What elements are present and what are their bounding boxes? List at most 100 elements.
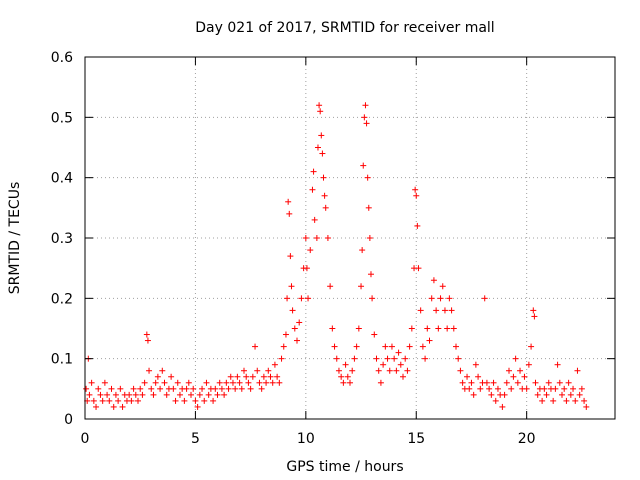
data-point <box>342 361 349 368</box>
data-point <box>384 355 391 362</box>
data-point <box>329 325 336 332</box>
data-point <box>236 379 243 386</box>
x-tick-label: 15 <box>407 431 425 447</box>
data-point <box>426 337 433 344</box>
data-point <box>570 385 577 392</box>
data-point <box>163 391 170 398</box>
data-point <box>285 198 292 205</box>
data-point <box>543 391 550 398</box>
data-point <box>506 367 512 374</box>
data-point <box>428 295 435 302</box>
data-point <box>252 343 259 350</box>
data-point <box>321 192 328 199</box>
data-point <box>373 355 380 362</box>
data-point <box>324 235 331 241</box>
data-point <box>280 343 287 350</box>
data-point <box>176 391 183 398</box>
data-point <box>349 367 356 374</box>
data-point <box>256 379 263 386</box>
data-point <box>581 397 588 404</box>
data-point <box>554 361 561 368</box>
data-point <box>317 108 324 115</box>
data-point <box>126 391 133 398</box>
data-point <box>437 295 444 302</box>
data-point <box>415 265 422 272</box>
data-point <box>316 102 323 109</box>
data-point <box>229 379 236 386</box>
data-point <box>238 385 245 392</box>
data-point <box>311 216 318 223</box>
data-point <box>143 331 150 338</box>
data-point <box>192 397 199 404</box>
data-point <box>196 391 203 398</box>
chart-title: Day 021 of 2017, SRMTID for receiver mal… <box>195 20 494 36</box>
data-point <box>565 379 572 386</box>
data-point <box>319 150 326 157</box>
data-point <box>322 204 329 211</box>
data-point <box>247 385 254 392</box>
data-point <box>327 283 334 290</box>
data-point <box>302 235 309 241</box>
data-point <box>258 385 265 392</box>
data-point <box>470 391 477 398</box>
data-point <box>450 325 457 332</box>
data-point <box>351 355 358 362</box>
data-point <box>284 295 291 302</box>
data-point <box>517 367 524 374</box>
x-axis-label: GPS time / hours <box>286 459 403 475</box>
data-point <box>360 162 367 169</box>
axis-ticks <box>84 56 615 420</box>
data-point <box>377 379 384 386</box>
data-point <box>225 385 232 392</box>
data-point <box>468 379 475 386</box>
data-point <box>424 325 431 332</box>
data-point <box>286 210 293 217</box>
data-point <box>556 379 563 386</box>
data-point <box>159 367 166 374</box>
data-point <box>365 204 372 211</box>
data-point <box>146 367 153 374</box>
data-point <box>393 367 400 374</box>
data-point <box>512 355 519 362</box>
data-point <box>446 295 453 302</box>
grid <box>85 57 615 419</box>
data-point <box>282 331 289 338</box>
data-point <box>464 373 471 380</box>
data-point <box>499 403 506 410</box>
data-point <box>190 385 197 392</box>
data-point <box>576 391 583 398</box>
data-point <box>583 403 590 410</box>
data-point <box>521 373 528 380</box>
data-point <box>148 385 155 392</box>
data-point <box>402 355 409 362</box>
data-point <box>214 391 221 398</box>
data-point <box>395 349 402 356</box>
data-point <box>172 397 179 404</box>
data-point <box>265 367 272 374</box>
data-point <box>472 361 479 368</box>
data-point <box>132 391 139 398</box>
data-point <box>267 373 274 380</box>
data-point <box>298 295 305 302</box>
data-point <box>188 391 194 398</box>
data-point <box>355 325 362 332</box>
data-point <box>433 307 440 314</box>
y-tick-label: 0.3 <box>51 231 73 247</box>
data-point <box>563 397 570 404</box>
data-point <box>227 373 234 380</box>
data-point <box>97 391 104 398</box>
data-point <box>112 391 119 398</box>
data-point <box>157 385 164 392</box>
data-point <box>144 337 151 344</box>
data-point <box>510 373 517 380</box>
data-point <box>194 403 201 410</box>
data-point <box>414 222 421 229</box>
data-point <box>185 379 192 386</box>
data-point <box>210 397 217 404</box>
data-point <box>574 367 581 374</box>
data-point <box>545 379 552 386</box>
data-point <box>288 283 295 290</box>
data-point <box>413 192 420 199</box>
data-point <box>369 295 376 302</box>
data-point <box>303 265 310 272</box>
